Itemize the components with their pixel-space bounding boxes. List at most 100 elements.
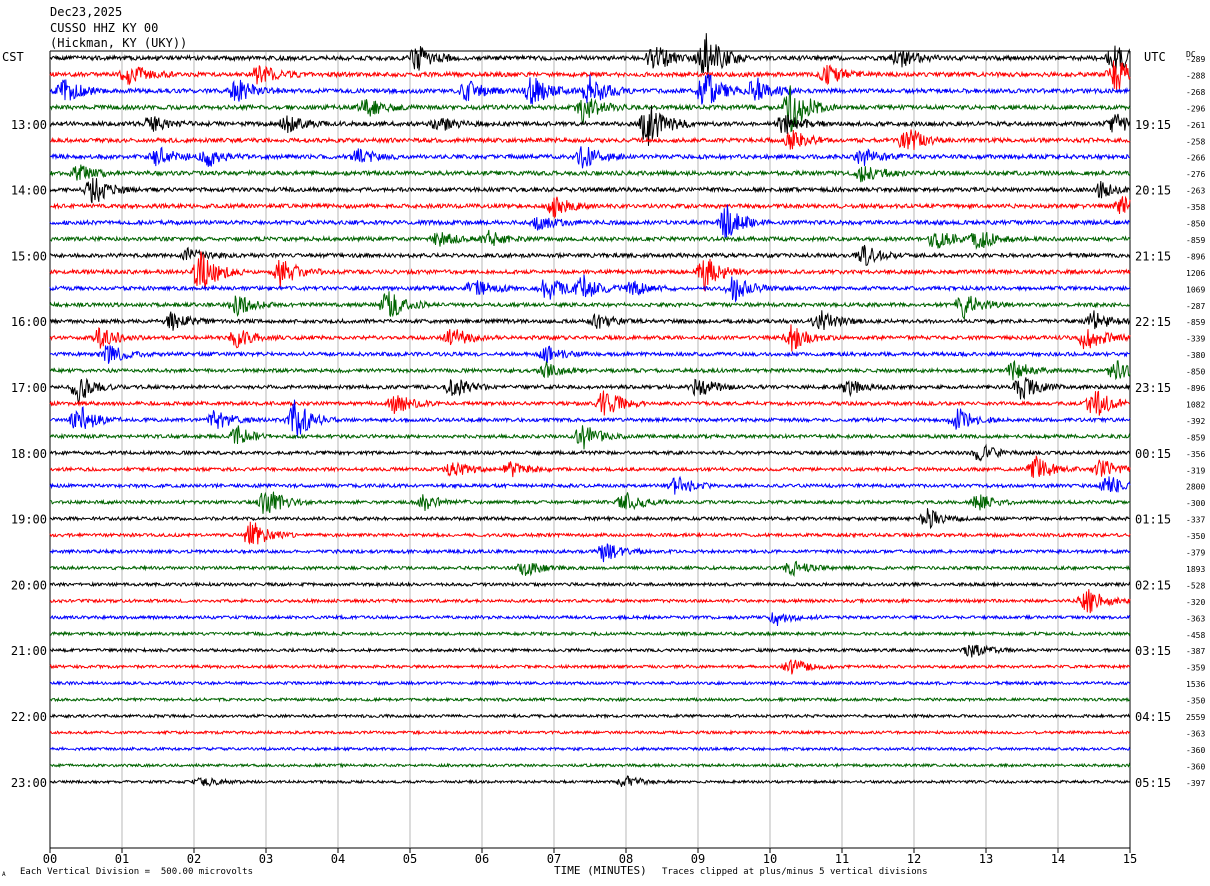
dc-offset-label: -859 xyxy=(1186,318,1205,327)
left-hour-label: 15:00 xyxy=(11,249,47,263)
seismic-trace xyxy=(49,612,1131,627)
seismic-trace xyxy=(49,85,1131,133)
dc-offset-label: -261 xyxy=(1186,121,1205,130)
dc-offset-label: -850 xyxy=(1186,220,1205,229)
seismic-trace xyxy=(49,146,1131,169)
dc-offset-label: -319 xyxy=(1186,466,1205,475)
dc-offset-header: DC xyxy=(1186,50,1196,59)
dc-offset-label: 1893 xyxy=(1186,565,1205,574)
dc-offset-label: -356 xyxy=(1186,450,1205,459)
right-hour-label: 22:15 xyxy=(1135,315,1171,329)
right-hour-label: 20:15 xyxy=(1135,184,1171,198)
dc-offset-label: -289 xyxy=(1186,55,1205,64)
seismic-trace xyxy=(49,679,1131,687)
dc-offset-label: -397 xyxy=(1186,779,1205,788)
left-hour-label: 17:00 xyxy=(11,381,47,395)
scale-note: Each Vertical Division = 500.00 microvol… xyxy=(20,867,253,877)
x-tick-label: 08 xyxy=(619,852,633,866)
dc-offset-label: -268 xyxy=(1186,88,1205,97)
seismic-trace xyxy=(49,729,1131,736)
seismic-trace xyxy=(49,177,1131,204)
dc-offset-label: -287 xyxy=(1186,302,1205,311)
dc-offset-label: -380 xyxy=(1186,351,1205,360)
dc-offset-label: -363 xyxy=(1186,614,1205,623)
dc-offset-label: 1536 xyxy=(1186,680,1205,689)
date-label: Dec23,2025 xyxy=(50,5,123,19)
dc-offset-label: -337 xyxy=(1186,516,1205,525)
dc-offset-label: -350 xyxy=(1186,697,1205,706)
right-hour-label: 02:15 xyxy=(1135,578,1171,592)
location-label: (Hickman, KY (UKY)) xyxy=(50,36,188,50)
left-hour-label: 19:00 xyxy=(11,513,47,527)
seismic-trace xyxy=(49,105,1131,146)
x-tick-label: 11 xyxy=(835,852,849,866)
left-hour-label: 22:00 xyxy=(11,710,47,724)
x-tick-label: 01 xyxy=(115,852,129,866)
seismic-trace xyxy=(49,274,1131,303)
dc-offset-label: 2800 xyxy=(1186,483,1205,492)
seismic-trace xyxy=(49,310,1131,331)
x-tick-label: 13 xyxy=(979,852,993,866)
station-label: CUSSO HHZ KY 00 xyxy=(50,21,159,35)
x-tick-label: 02 xyxy=(187,852,201,866)
seismic-trace xyxy=(49,696,1131,703)
dc-offset-label: -358 xyxy=(1186,203,1205,212)
seismic-trace xyxy=(49,244,1131,266)
x-tick-label: 04 xyxy=(331,852,345,866)
dc-offset-label: -360 xyxy=(1186,762,1205,771)
dc-offset-label: -896 xyxy=(1186,252,1205,261)
left-hour-label: 14:00 xyxy=(11,184,47,198)
seismic-trace xyxy=(49,745,1131,752)
left-hour-label: 21:00 xyxy=(11,644,47,658)
x-tick-label: 12 xyxy=(907,852,921,866)
seismic-trace xyxy=(49,229,1131,250)
seismic-trace xyxy=(49,425,1131,450)
seismic-trace xyxy=(49,712,1131,720)
seismic-trace xyxy=(49,644,1131,658)
left-hour-label: 18:00 xyxy=(11,447,47,461)
right-hour-label: 03:15 xyxy=(1135,644,1171,658)
dc-offset-label: 2559 xyxy=(1186,713,1205,722)
right-hour-label: 00:15 xyxy=(1135,447,1171,461)
left-hour-label: 23:00 xyxy=(11,776,47,790)
seismic-trace xyxy=(49,521,1131,545)
right-hour-label: 05:15 xyxy=(1135,776,1171,790)
dc-offset-label: -458 xyxy=(1186,631,1205,640)
seismic-trace xyxy=(49,589,1131,614)
seismic-trace xyxy=(49,399,1131,438)
seismic-trace xyxy=(49,475,1131,495)
dc-offset-label: -360 xyxy=(1186,746,1205,755)
dc-offset-label: -300 xyxy=(1186,499,1205,508)
dc-offset-label: -350 xyxy=(1186,532,1205,541)
corner-mark: A xyxy=(2,871,6,878)
dc-offset-label: -296 xyxy=(1186,104,1205,113)
seismic-trace xyxy=(49,543,1131,563)
left-hour-label: 13:00 xyxy=(11,118,47,132)
right-hour-label: 04:15 xyxy=(1135,710,1171,724)
seismic-trace xyxy=(49,129,1131,151)
x-tick-label: 07 xyxy=(547,852,561,866)
dc-offset-label: -850 xyxy=(1186,368,1205,377)
seismic-trace xyxy=(49,659,1131,675)
dc-offset-label: -263 xyxy=(1186,187,1205,196)
seismic-trace xyxy=(49,164,1131,183)
x-axis-title: TIME (MINUTES) xyxy=(554,864,647,877)
dc-offset-label: 1069 xyxy=(1186,285,1205,294)
dc-offset-label: -359 xyxy=(1186,664,1205,673)
dc-offset-label: -859 xyxy=(1186,433,1205,442)
right-timezone-label: UTC xyxy=(1144,50,1166,64)
seismic-trace xyxy=(49,775,1131,787)
seismic-trace xyxy=(49,345,1131,364)
x-tick-label: 10 xyxy=(763,852,777,866)
dc-offset-label: -363 xyxy=(1186,729,1205,738)
dc-offset-label: -288 xyxy=(1186,71,1205,80)
seismic-trace xyxy=(49,560,1131,578)
right-hour-label: 21:15 xyxy=(1135,249,1171,263)
dc-offset-label: -339 xyxy=(1186,335,1205,344)
seismic-trace xyxy=(49,291,1131,320)
dc-offset-label: -258 xyxy=(1186,137,1205,146)
seismic-trace xyxy=(49,73,1131,105)
dc-offset-label: -320 xyxy=(1186,598,1205,607)
dc-offset-label: -276 xyxy=(1186,170,1205,179)
